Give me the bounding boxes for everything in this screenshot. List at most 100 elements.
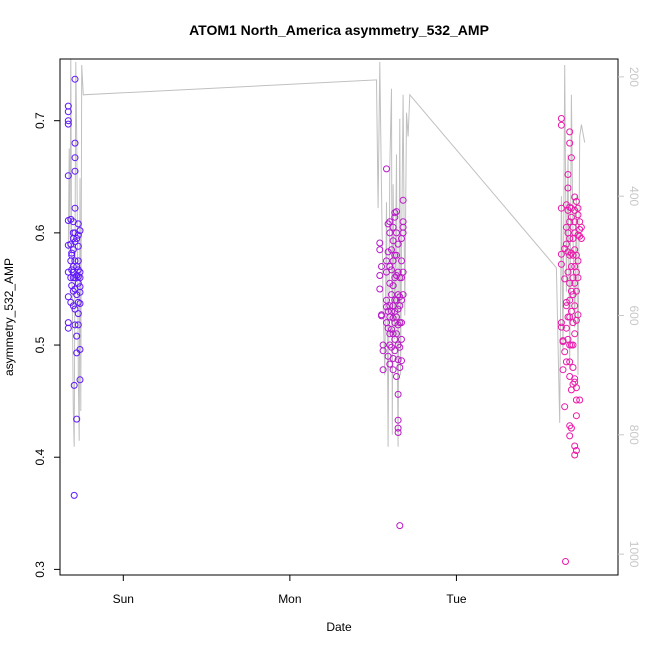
data-point [398, 335, 405, 343]
data-point [389, 237, 397, 245]
data-point [74, 220, 82, 228]
y-tick-label: 0.6 [33, 224, 47, 241]
data-point [571, 375, 579, 383]
data-point [379, 366, 387, 374]
data-point [577, 235, 585, 242]
y-tick-label: 0.7 [33, 112, 47, 129]
data-point [389, 355, 397, 362]
data-point [64, 324, 72, 332]
plot-frame [59, 58, 619, 576]
data-point [69, 302, 77, 310]
data-point [391, 209, 399, 217]
data-point [557, 323, 565, 331]
data-point [71, 154, 79, 162]
data-point [71, 204, 79, 212]
data-point [393, 330, 400, 338]
data-point [71, 321, 79, 329]
data-point [389, 282, 397, 290]
data-point [399, 196, 407, 204]
data-point [393, 313, 400, 321]
y2-tick-label: 600 [627, 305, 641, 325]
data-point [379, 347, 387, 355]
data-point [388, 266, 395, 274]
data-point [398, 257, 405, 265]
data-point [393, 208, 400, 216]
data-point [569, 364, 577, 371]
data-point [71, 238, 79, 246]
data-point [74, 298, 82, 306]
data-point [378, 263, 385, 270]
data-point [566, 203, 574, 211]
y-tick-label: 0.5 [33, 336, 47, 353]
y2-tick-label: 800 [627, 425, 641, 445]
data-point [557, 319, 565, 327]
data-point [396, 522, 404, 530]
data-point [73, 415, 81, 423]
data-point [569, 341, 577, 349]
data-point [70, 381, 78, 389]
data-point [388, 325, 395, 333]
data-point [557, 115, 565, 122]
data-point [574, 311, 582, 319]
data-point [566, 279, 574, 287]
data-point [571, 442, 579, 450]
data-point [64, 120, 72, 128]
data-point [74, 242, 82, 250]
data-point [562, 302, 570, 310]
data-point [559, 366, 567, 374]
series-line [67, 58, 586, 447]
data-point [398, 357, 405, 365]
data-point [383, 296, 390, 304]
data-point [71, 139, 79, 147]
y-tick-label: 0.4 [33, 449, 47, 466]
data-point [69, 246, 77, 254]
data-point [394, 424, 402, 432]
data-point [571, 451, 579, 459]
data-point [386, 330, 394, 338]
data-point [557, 260, 565, 268]
data-point [76, 346, 84, 353]
data-point [399, 268, 407, 276]
data-point [67, 274, 75, 282]
data-point [576, 226, 584, 233]
data-point [571, 330, 579, 338]
data-point [564, 184, 572, 192]
data-point [574, 204, 582, 212]
data-point [68, 266, 76, 274]
data-point [389, 366, 397, 374]
data-point [571, 193, 579, 201]
scatter-points [64, 75, 585, 565]
series-line-path [67, 58, 586, 447]
data-point [391, 274, 399, 282]
data-point [76, 274, 84, 282]
x-tick-label: Tue [446, 592, 467, 606]
data-point [567, 154, 575, 162]
data-point [67, 240, 75, 248]
data-point [386, 229, 394, 237]
data-point [71, 75, 79, 83]
data-point [394, 429, 402, 436]
data-point [562, 324, 570, 332]
data-point [571, 279, 579, 287]
data-point [567, 213, 575, 221]
y2-tick-label: 400 [627, 186, 641, 206]
data-point [64, 172, 72, 180]
data-point [64, 117, 72, 125]
data-point [396, 364, 404, 371]
data-point [76, 300, 84, 307]
data-point [562, 240, 570, 248]
data-point [574, 257, 582, 265]
data-point [576, 396, 584, 404]
data-point [393, 251, 400, 259]
data-point [574, 211, 582, 219]
data-point [386, 263, 394, 270]
data-point [566, 251, 574, 259]
data-point [564, 248, 572, 256]
data-point [394, 240, 402, 248]
data-point [64, 108, 72, 116]
data-point [562, 558, 569, 565]
data-point [383, 165, 390, 173]
data-point [388, 291, 395, 299]
y-axis: 0.3 0.4 0.5 0.6 0.7 [33, 112, 60, 578]
data-point [394, 416, 402, 424]
